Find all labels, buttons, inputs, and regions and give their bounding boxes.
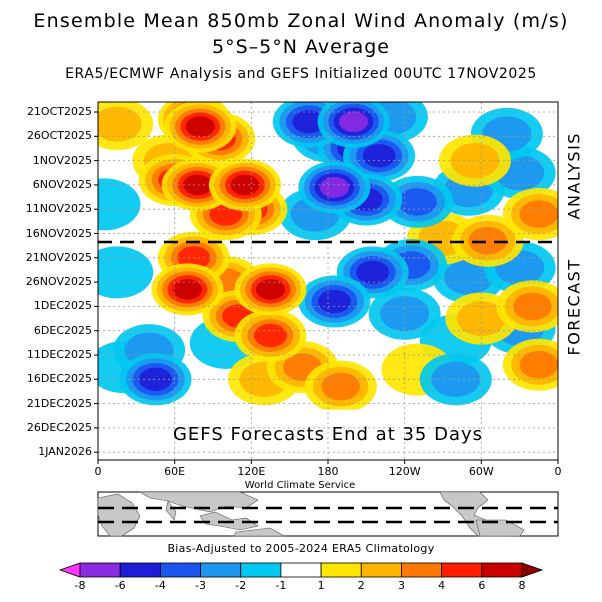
x-tick-label: 0 — [554, 465, 562, 478]
colorbar-swatch — [401, 562, 443, 578]
y-tick-label: 21DEC2025 — [26, 396, 92, 410]
colorbar-label: 1 — [317, 579, 325, 592]
anomaly-blob — [292, 110, 326, 134]
chart-title: Ensemble Mean 850mb Zonal Wind Anomaly (… — [33, 10, 569, 32]
colorbar-label: -3 — [195, 579, 207, 592]
anomaly-blob — [317, 289, 351, 314]
anomaly-blob — [139, 367, 172, 391]
anomaly-blob — [398, 188, 437, 216]
colorbar-swatch — [481, 562, 523, 578]
land-africa — [97, 493, 141, 537]
colorbar-swatch — [360, 562, 402, 578]
y-tick-label: 1DEC2025 — [33, 299, 92, 313]
colorbar-label: 8 — [518, 579, 526, 592]
x-ticks — [97, 460, 559, 464]
colorbar-min-arrow — [58, 562, 81, 578]
y-tick-label: 21NOV2025 — [25, 250, 92, 264]
credit-label: World Climate Service — [244, 480, 356, 491]
x-tick-label: 60E — [164, 465, 186, 478]
anomaly-blob — [183, 174, 213, 196]
anomaly-blob — [338, 111, 369, 133]
colorbar-label: -4 — [154, 579, 166, 592]
anomaly-blob — [255, 279, 286, 300]
y-ticks — [94, 111, 98, 453]
anomaly-blob — [356, 260, 390, 285]
colorbar-label: -6 — [114, 579, 126, 592]
anomaly-blob — [444, 259, 494, 295]
colorbar — [58, 562, 544, 578]
inset-map — [97, 491, 559, 537]
colorbar-swatch — [240, 562, 282, 578]
colorbar-label: 3 — [397, 579, 405, 592]
chart-source-line: ERA5/ECMWF Analysis and GEFS Initialized… — [65, 66, 537, 82]
anomaly-blob — [321, 372, 361, 401]
colorbar-swatch — [320, 562, 362, 578]
x-tick-label: 60W — [468, 465, 494, 478]
colorbar-swatch — [280, 562, 322, 578]
colorbar-swatch — [200, 562, 242, 578]
x-tick-label: 120E — [237, 465, 266, 478]
colorbar-swatch — [441, 562, 483, 578]
analysis-label: ANALYSIS — [564, 132, 584, 220]
colorbar-swatch — [79, 562, 121, 578]
y-tick-label: 21OCT2025 — [26, 105, 92, 118]
bias-footnote: Bias-Adjusted to 2005-2024 ERA5 Climatol… — [167, 542, 435, 555]
anomaly-blob — [519, 350, 558, 379]
anomaly-blob — [519, 200, 558, 228]
x-tick-label: 120W — [388, 465, 421, 478]
anomaly-blob — [98, 178, 141, 231]
chart-subtitle: 5°S–5°N Average — [211, 36, 390, 58]
y-tick-label: 11NOV2025 — [25, 202, 92, 216]
y-tick-label: 26NOV2025 — [25, 275, 92, 289]
colorbar-swatch — [159, 562, 201, 578]
anomaly-blob — [172, 279, 203, 300]
y-tick-label: 1NOV2025 — [32, 153, 92, 167]
anomaly-blob — [98, 246, 154, 299]
y-tick-label: 6NOV2025 — [32, 177, 92, 191]
land-australia — [233, 527, 286, 537]
y-tick-label: 16DEC2025 — [26, 372, 92, 386]
anomaly-blob — [431, 361, 481, 397]
colorbar-label: 2 — [357, 579, 365, 592]
colorbar-label: -8 — [74, 579, 86, 592]
x-tick-label: 180 — [317, 465, 339, 478]
colorbar-label: -2 — [235, 579, 247, 592]
colorbar-label: -1 — [275, 579, 287, 592]
land-south-america — [475, 519, 525, 537]
y-tick-label: 26OCT2025 — [26, 129, 92, 143]
y-tick-label: 26DEC2025 — [26, 420, 92, 434]
land-asia — [138, 491, 259, 513]
anomaly-blob — [254, 323, 287, 348]
anomaly-blob — [513, 292, 552, 321]
x-tick-label: 0 — [94, 465, 102, 478]
y-tick-label: 1JAN2026 — [38, 445, 92, 459]
anomaly-blob — [98, 106, 142, 142]
y-tick-label: 6DEC2025 — [33, 323, 92, 337]
anomaly-blob — [362, 144, 396, 168]
colorbar-max-arrow — [521, 562, 544, 578]
anomaly-field — [98, 102, 558, 410]
forecast-label: FORECAST — [564, 258, 584, 356]
colorbar-label: 4 — [438, 579, 446, 592]
colorbar-label: 6 — [478, 579, 486, 592]
anomaly-blob — [468, 227, 508, 255]
anomaly-blob — [319, 177, 349, 198]
grid-lines — [98, 102, 558, 460]
y-tick-label: 11DEC2025 — [26, 348, 92, 361]
forecast-end-annotation: GEFS Forecasts End at 35 Days — [172, 424, 484, 445]
anomaly-blob — [185, 116, 215, 137]
y-tick-label: 16NOV2025 — [25, 226, 92, 240]
colorbar-swatch — [119, 562, 161, 578]
